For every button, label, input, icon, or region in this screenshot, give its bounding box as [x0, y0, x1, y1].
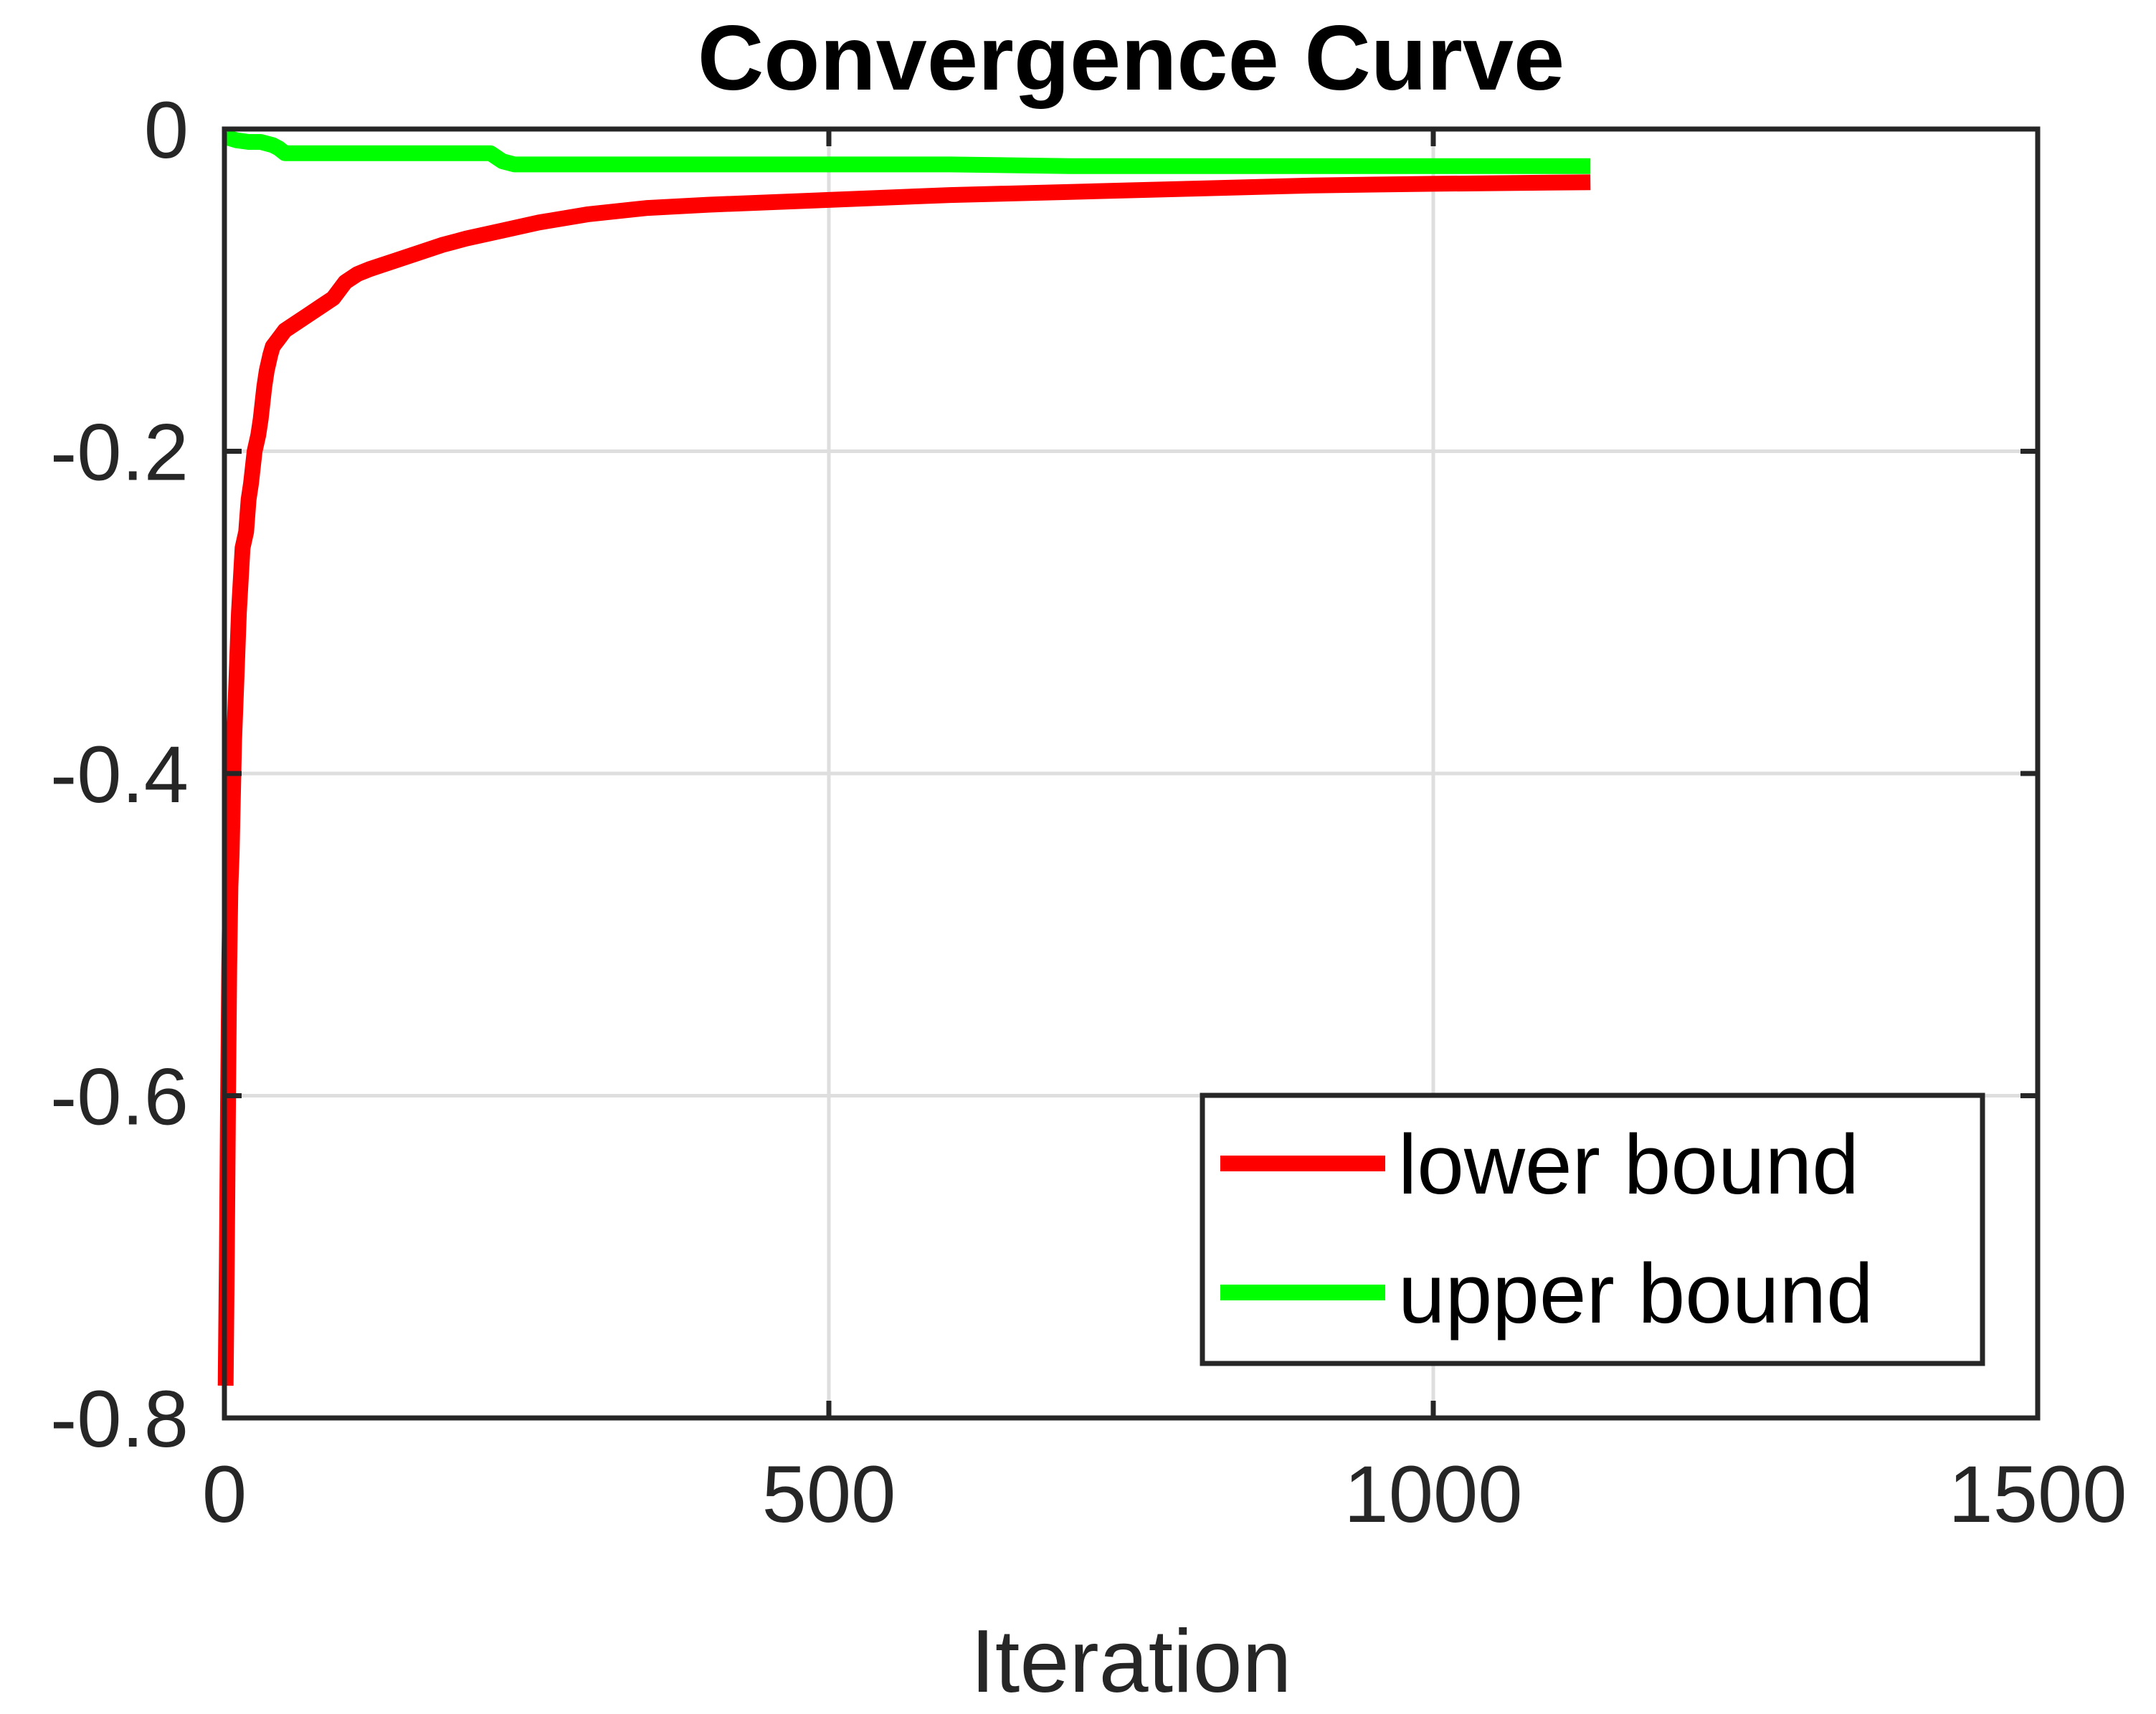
y-tick-label: -0.8 [50, 1374, 189, 1464]
legend: lower bound upper bound [1200, 1092, 1985, 1366]
legend-label: upper bound [1398, 1247, 1874, 1341]
legend-label: lower bound [1398, 1118, 1859, 1212]
y-tick-label: -0.4 [50, 730, 189, 819]
series-lines [217, 129, 1591, 1386]
legend-box [1200, 1092, 1985, 1366]
y-tick-label: 0 [144, 85, 189, 175]
chart-title: Convergence Curve [698, 7, 1564, 110]
y-tick-label: -0.2 [50, 408, 189, 497]
series-line-upper-bound [223, 129, 1591, 174]
series-line-lower-bound [217, 174, 1591, 1386]
x-tick-label: 1500 [1948, 1449, 2127, 1539]
x-tick-label: 500 [762, 1449, 896, 1539]
y-tick-label: -0.6 [50, 1052, 189, 1142]
grid-lines [224, 129, 2038, 1418]
x-tick-label: 1000 [1344, 1449, 1522, 1539]
x-tick-label: 0 [202, 1449, 247, 1539]
x-axis-label: Iteration [970, 1612, 1291, 1711]
axis-ticks: 0 500 1000 1500 0 -0.2 -0.4 -0.6 -0.8 [50, 85, 2127, 1539]
